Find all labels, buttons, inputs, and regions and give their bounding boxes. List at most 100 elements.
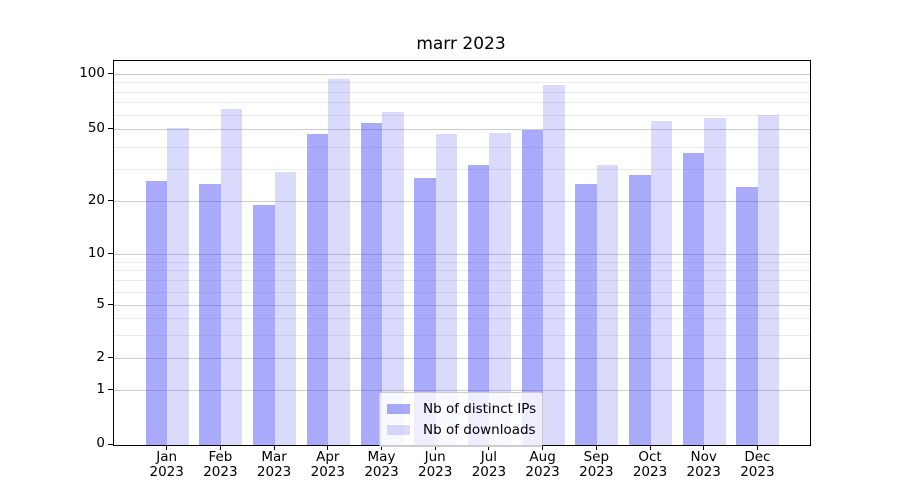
x-tick-mark	[381, 445, 382, 450]
chart-title: marr 2023	[416, 34, 506, 54]
x-tick-month: Oct	[638, 449, 662, 465]
y-tick-mark	[108, 304, 113, 305]
y-tick-label: 100	[79, 64, 105, 81]
x-tick-label: Aug 2023	[511, 450, 575, 480]
y-tick-mark	[108, 128, 113, 129]
x-tick-year: 2023	[632, 464, 668, 480]
x-tick-mark	[649, 445, 651, 450]
bar-distinct-ips-jun	[414, 177, 436, 445]
plot-area	[113, 60, 811, 446]
y-tick-label: 10	[87, 244, 105, 261]
y-tick-mark	[108, 73, 113, 74]
y-tick-label: 20	[87, 191, 105, 208]
gridline-major	[114, 305, 810, 306]
x-tick-month: Mar	[261, 449, 287, 465]
legend-label-distinct-ips: Nb of distinct IPs	[423, 400, 537, 417]
x-tick-mark	[756, 445, 758, 450]
gridline-minor	[114, 114, 810, 116]
gridline-minor	[114, 317, 810, 319]
x-tick-year: 2023	[364, 464, 399, 480]
bar-downloads-mar	[274, 172, 297, 445]
y-tick-label: 2	[96, 348, 105, 365]
y-tick-mark	[108, 443, 113, 445]
bar-distinct-ips-jan	[145, 180, 168, 445]
x-tick-year: 2023	[525, 464, 560, 480]
bar-distinct-ips-nov	[682, 153, 705, 445]
x-tick-mark	[542, 445, 544, 450]
x-tick-month: Nov	[690, 449, 717, 465]
x-tick-year: 2023	[149, 464, 184, 480]
legend-label-downloads: Nb of downloads	[423, 421, 536, 438]
x-tick-month: Aug	[529, 449, 556, 465]
x-tick-mark	[219, 445, 221, 450]
x-tick-label: Sep 2023	[564, 450, 628, 480]
x-tick-year: 2023	[579, 464, 614, 480]
x-tick-label: Jan 2023	[135, 450, 199, 480]
bar-downloads-jul	[489, 132, 511, 445]
gridline-minor	[114, 334, 810, 336]
x-tick-year: 2023	[471, 464, 507, 480]
gridline-major	[114, 390, 810, 391]
gridline-minor	[114, 102, 810, 104]
legend-swatch-distinct-ips-icon	[387, 403, 410, 414]
bar-distinct-ips-feb	[199, 183, 221, 445]
gridline-minor	[114, 270, 810, 272]
bar-downloads-may	[382, 112, 404, 445]
legend-item-downloads: Nb of downloads	[387, 419, 536, 440]
gridline-minor	[114, 291, 810, 293]
gridline-minor	[114, 146, 810, 148]
x-tick-month: Sep	[583, 449, 610, 465]
x-tick-month: Jul	[480, 449, 498, 465]
bar-downloads-jan	[167, 127, 189, 445]
bar-downloads-nov	[704, 117, 726, 445]
x-tick-label: Oct 2023	[618, 450, 682, 480]
bar-downloads-oct	[650, 120, 672, 445]
bar-distinct-ips-apr	[306, 134, 329, 445]
legend-item-distinct-ips: Nb of distinct IPs	[387, 398, 537, 419]
x-tick-mark	[595, 445, 597, 450]
bar-distinct-ips-may	[360, 123, 382, 445]
bar-downloads-feb	[220, 108, 243, 445]
x-tick-month: Dec	[744, 449, 771, 465]
x-tick-year: 2023	[686, 464, 721, 480]
bar-downloads-aug	[543, 84, 565, 445]
bar-distinct-ips-dec	[736, 187, 758, 445]
x-tick-label: Feb 2023	[188, 450, 252, 480]
legend: Nb of distinct IPs Nb of downloads	[379, 392, 543, 447]
gridline-major	[114, 201, 810, 202]
x-tick-month: Jan	[156, 449, 178, 465]
y-tick-mark	[108, 200, 113, 201]
x-tick-month: Apr	[316, 449, 340, 465]
x-tick-year: 2023	[740, 464, 775, 480]
gridline-minor	[114, 169, 810, 171]
gridline-major	[114, 254, 810, 255]
x-tick-month: Jun	[424, 449, 446, 465]
bar-distinct-ips-mar	[253, 205, 275, 445]
x-tick-label: Jun 2023	[403, 450, 467, 480]
x-tick-year: 2023	[418, 464, 453, 480]
gridline-major	[114, 74, 810, 75]
legend-swatch-downloads-icon	[387, 424, 410, 435]
bar-distinct-ips-oct	[629, 175, 651, 445]
y-tick-label: 50	[87, 119, 105, 136]
x-tick-month: May	[367, 449, 396, 465]
y-tick-mark	[108, 389, 113, 390]
gridline-major	[114, 129, 810, 130]
x-tick-month: Feb	[208, 449, 233, 465]
x-tick-label: Apr 2023	[296, 450, 360, 480]
gridline-minor	[114, 261, 810, 263]
x-tick-year: 2023	[203, 464, 238, 480]
y-tick-mark	[108, 357, 113, 358]
bar-distinct-ips-sep	[575, 183, 597, 445]
gridline-minor	[114, 82, 810, 84]
x-tick-label: May 2023	[350, 450, 414, 480]
bar-downloads-dec	[757, 115, 780, 445]
gridline-minor	[114, 280, 810, 282]
x-tick-mark	[703, 445, 705, 450]
x-tick-mark	[327, 445, 329, 450]
bar-downloads-jun	[435, 134, 458, 445]
y-tick-label: 0	[96, 435, 105, 451]
x-tick-mark	[166, 445, 168, 450]
x-tick-mark	[273, 445, 275, 450]
